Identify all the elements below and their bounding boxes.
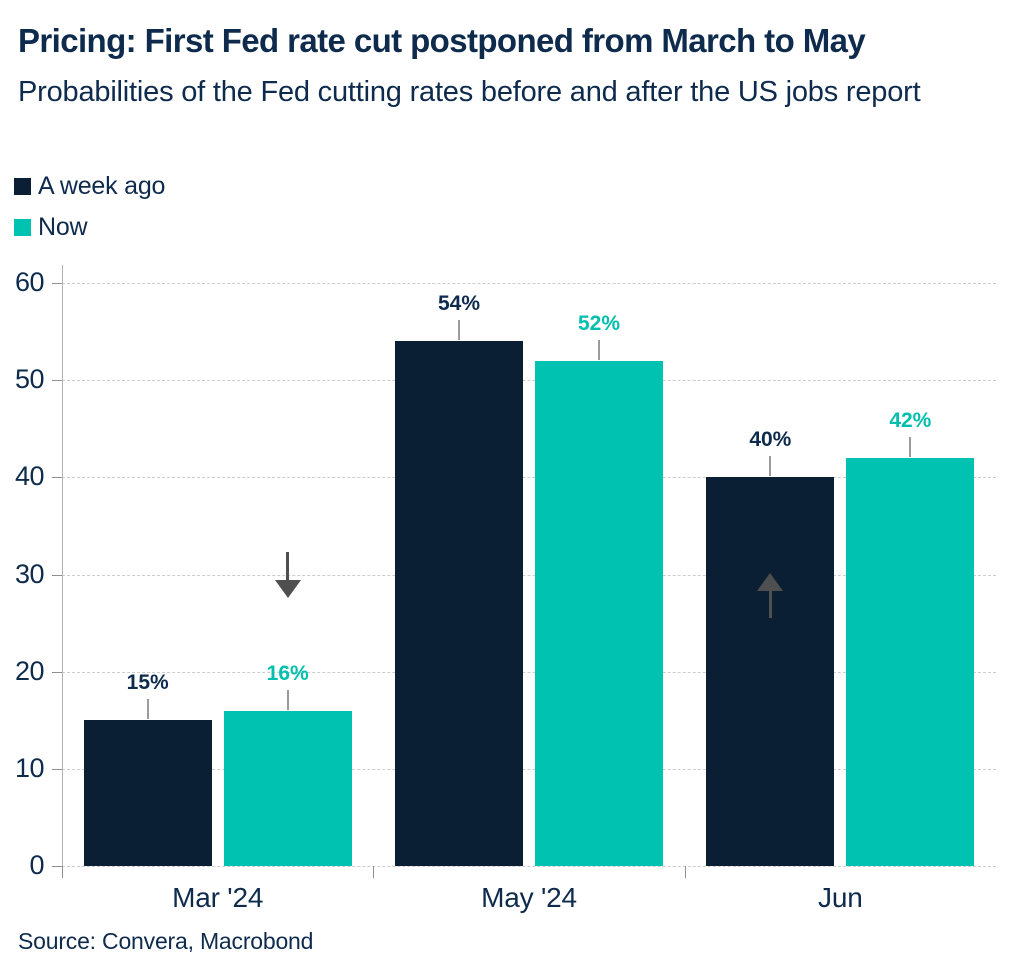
y-axis-label-10: 10 [14, 752, 45, 783]
value-callout-line [146, 699, 149, 720]
y-axis-label-30: 30 [14, 558, 45, 589]
legend-item-label: Now [38, 212, 88, 241]
down-arrow-icon [274, 579, 301, 598]
y-axis-tick-30 [52, 574, 62, 576]
value-label: 16% [266, 661, 309, 685]
up-arrow-stem [768, 590, 772, 619]
value-callout-line [458, 320, 460, 341]
value-label: 54% [437, 292, 481, 316]
y-axis-tick-50 [52, 380, 62, 382]
source-note: Source: Convera, Macrobond [18, 928, 314, 954]
y-axis-tick-20 [52, 671, 62, 673]
legend-item-label: A week ago [38, 171, 166, 200]
chart-legend: A week ago Now [14, 172, 165, 241]
y-axis-tick-0 [52, 866, 62, 867]
value-label: 52% [577, 311, 621, 335]
down-arrow-stem [286, 552, 290, 580]
up-arrow-icon [757, 572, 784, 591]
legend-item-now: Now [14, 213, 165, 241]
value-label: 42% [889, 408, 932, 432]
value-callout-line [769, 456, 772, 477]
x-axis-label-0: Mar '24 [172, 882, 264, 913]
y-axis-tick-10 [52, 768, 62, 770]
value-callout-line [909, 436, 912, 457]
y-axis-label-40: 40 [14, 461, 45, 492]
y-axis-label-20: 20 [14, 655, 45, 686]
x-axis-tick-1 [373, 866, 375, 878]
value-label: 15% [126, 671, 169, 695]
page-title: Pricing: First Fed rate cut postponed fr… [18, 22, 866, 59]
bar-chart: 0 10 20 30 40 50 60 15% 54% 40% 16% 52% 42% Mar '24 Ma… [0, 255, 1024, 935]
legend-item-week-ago: A week ago [14, 172, 165, 200]
gridline-y-50 [62, 380, 996, 382]
y-axis-label-50: 50 [14, 364, 45, 395]
chart-subtitle: Probabilities of the Fed cutting rates b… [18, 76, 921, 108]
bar-Jun-now [846, 457, 975, 866]
value-callout-line [286, 689, 289, 710]
y-axis-label-0: 0 [29, 850, 44, 880]
bar-May24-week-ago [395, 341, 523, 866]
y-axis-line [62, 265, 63, 866]
legend-swatch-icon [14, 177, 31, 195]
gridline-y-30 [62, 574, 996, 576]
bar-Mar24-now [223, 710, 352, 866]
x-axis-tick-2 [684, 866, 686, 878]
x-axis-tick-0 [62, 866, 63, 878]
legend-swatch-icon [14, 218, 31, 236]
gridline-y-10 [62, 768, 996, 770]
bar-May24-now [535, 360, 663, 866]
x-axis-label-1: May '24 [481, 882, 577, 913]
value-label: 40% [749, 428, 792, 452]
x-axis-label-2: Jun [818, 882, 863, 913]
value-callout-line [598, 339, 600, 360]
y-axis-label-60: 60 [14, 267, 45, 297]
gridline-y-20 [62, 671, 996, 673]
gridline-y-40 [62, 477, 996, 479]
bar-Jun-week-ago [706, 477, 835, 866]
y-axis-tick-60 [52, 283, 62, 284]
gridline-y-60 [62, 283, 996, 284]
baseline [62, 866, 996, 867]
y-axis-tick-40 [52, 477, 62, 479]
bar-Mar24-week-ago [83, 720, 212, 866]
